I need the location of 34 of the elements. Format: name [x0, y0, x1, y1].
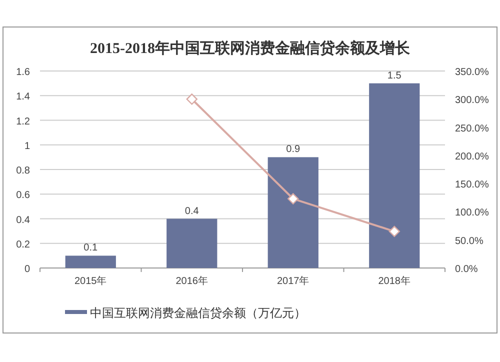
data-label: 0.4: [184, 206, 200, 217]
bar: [65, 256, 116, 268]
bar: [369, 83, 420, 268]
x-tick-label: 2018年: [378, 275, 410, 287]
y2-tick-label: 350.0%: [455, 67, 490, 78]
data-label: 0.1: [84, 242, 98, 254]
y-tick-label: 0.4: [16, 214, 30, 226]
y-tick-label: 1.6: [16, 67, 30, 78]
y-tick-label: 1: [24, 140, 30, 152]
y2-tick-label: 50.0%: [455, 236, 484, 247]
y2-tick-label: 0.0%: [455, 264, 478, 275]
point: [288, 193, 299, 204]
y2-tick-label: 150.0%: [455, 180, 490, 191]
x-tick-label: 2015年: [74, 275, 107, 287]
point: [186, 94, 198, 105]
data-label: 1.5: [387, 70, 402, 82]
bar: [268, 157, 318, 268]
data-label: 0.9: [286, 144, 301, 156]
y-tick-label: 1.2: [16, 116, 30, 128]
x-tick-label: 2016年: [176, 275, 208, 287]
y2-tick-label: 300.0%: [455, 95, 490, 106]
y2-tick-label: 200.0%: [455, 151, 490, 162]
y-tick-label: 0.8: [16, 166, 30, 176]
y2-tick-label: 250.0%: [455, 123, 490, 134]
legend-label: 中国互联网消费金融信贷余额（万亿元）: [90, 306, 306, 320]
y-tick-label: 1.4: [16, 92, 30, 103]
y2-tick-label: 100.0%: [455, 208, 490, 219]
y-tick-label: 0.6: [16, 190, 30, 202]
chart-title: 2015-2018年中国互联网消费金融信贷余额及增长: [90, 39, 411, 57]
point: [388, 226, 400, 238]
y-tick-label: 0: [24, 264, 30, 275]
x-tick-label: 2017年: [277, 275, 310, 287]
bar: [166, 218, 218, 268]
y-tick-label: 0.2: [16, 239, 30, 250]
